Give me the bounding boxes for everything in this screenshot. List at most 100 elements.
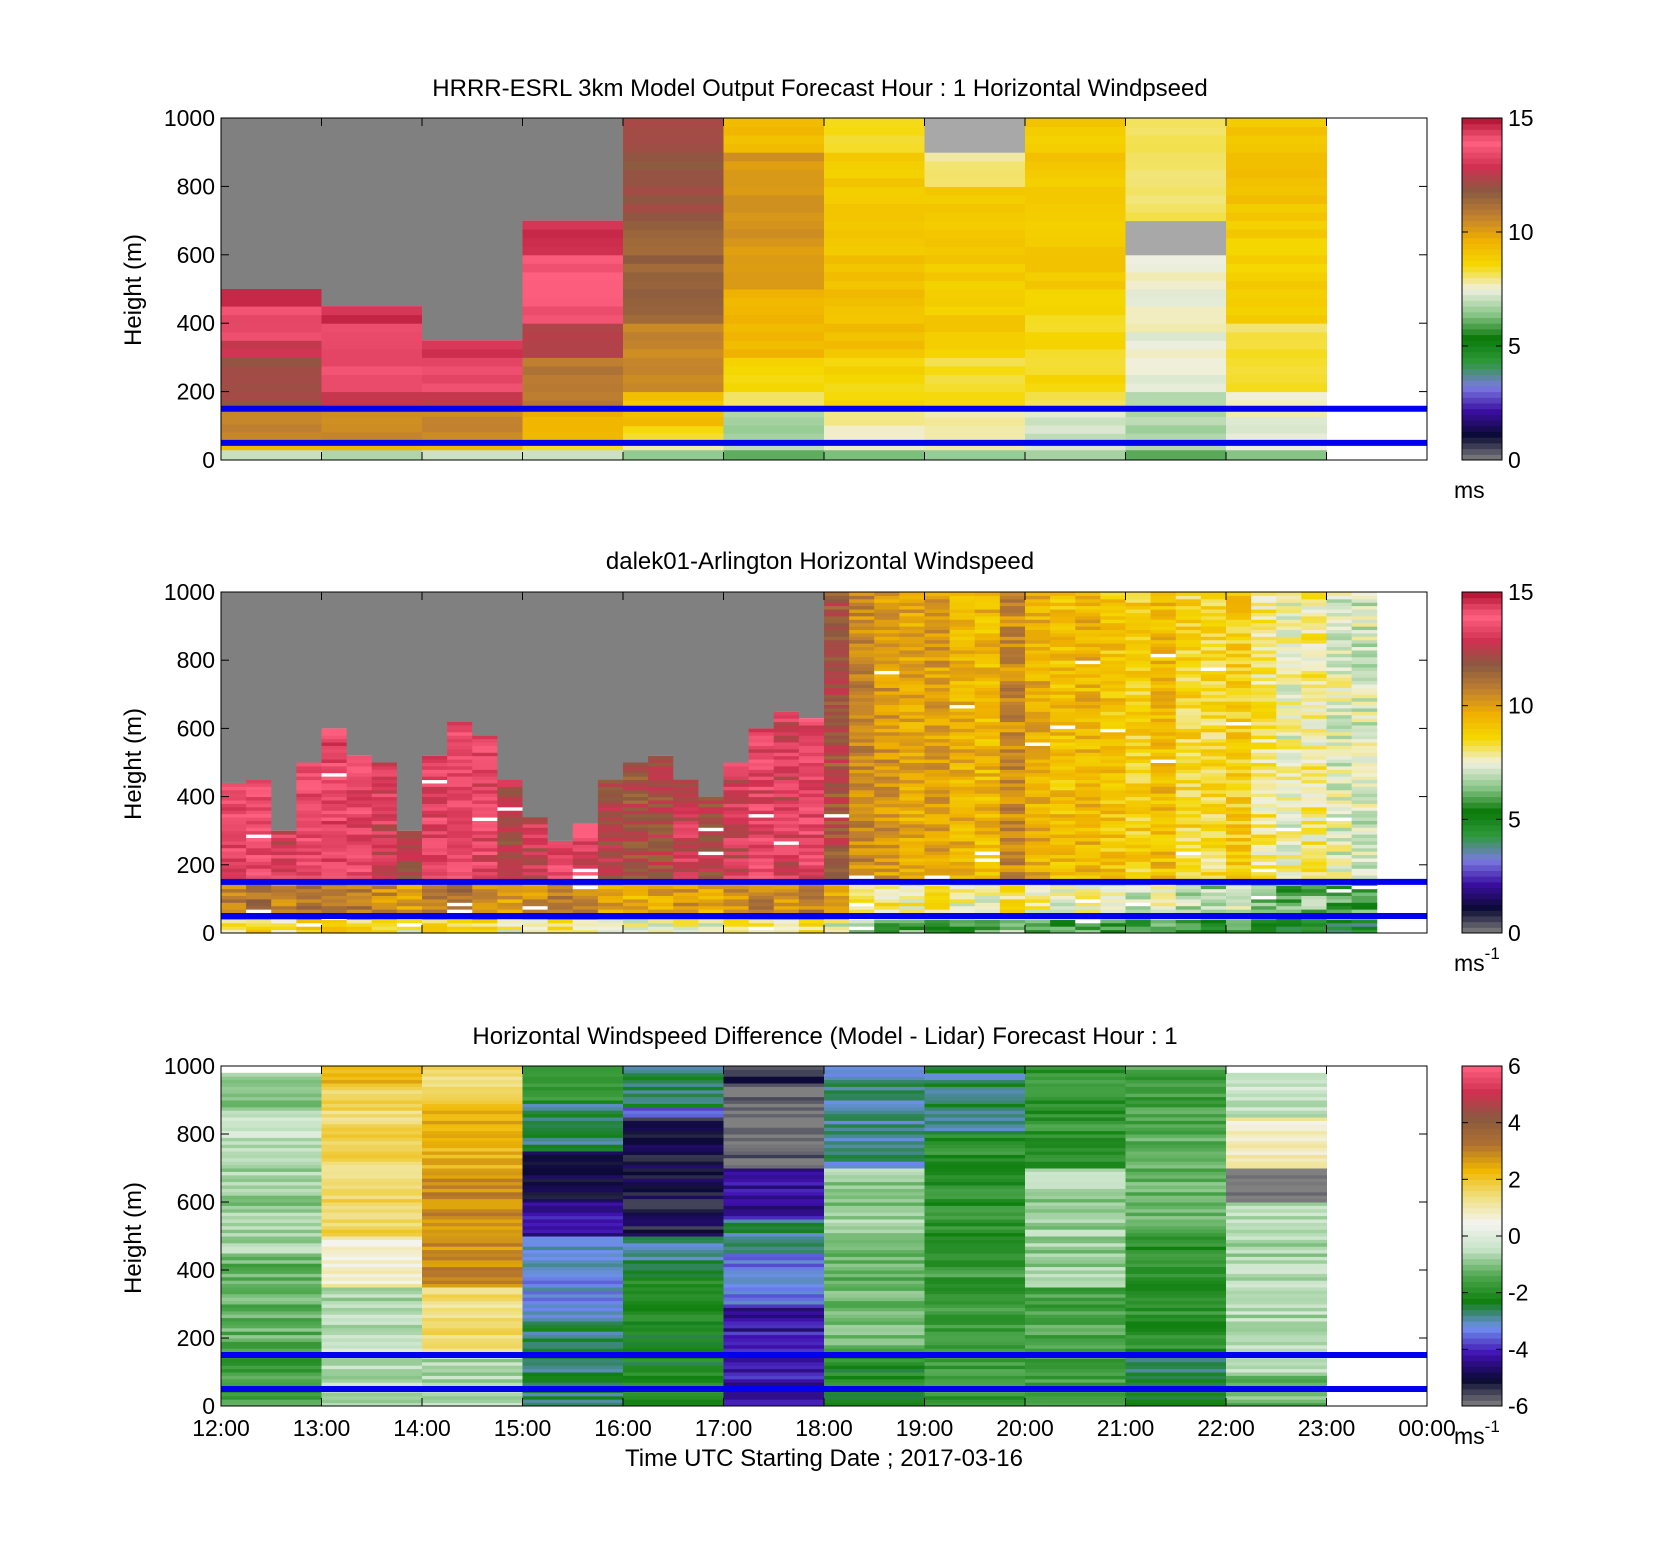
heatmap-cell <box>522 1157 624 1162</box>
heatmap-cell <box>497 892 523 896</box>
heatmap-cell <box>1100 847 1126 852</box>
heatmap-cell <box>221 857 247 862</box>
heatmap-cell <box>974 888 1001 893</box>
heatmap-cell <box>221 1253 322 1257</box>
heatmap-cell <box>522 885 549 890</box>
heatmap-cell <box>924 1368 1026 1373</box>
heatmap-cell <box>1226 745 1252 750</box>
heatmap-cell <box>798 844 825 849</box>
heatmap-cell <box>1301 667 1327 671</box>
heatmap-cell <box>422 1205 523 1210</box>
heatmap-cell <box>396 871 423 876</box>
heatmap-cell <box>1050 677 1076 682</box>
heatmap-cell <box>1125 1276 1227 1281</box>
heatmap-cell <box>1075 806 1101 811</box>
heatmap-cell <box>949 789 976 794</box>
heatmap-cell <box>522 1147 624 1152</box>
heatmap-cell <box>597 888 624 893</box>
heatmap-cell <box>1075 830 1101 835</box>
heatmap-cell <box>623 1171 724 1176</box>
heatmap-cell <box>221 449 322 461</box>
heatmap-cell <box>723 929 750 934</box>
heatmap-cell <box>1125 357 1227 367</box>
heatmap-cell <box>1025 365 1126 375</box>
heatmap-cell <box>798 861 825 866</box>
heatmap-cell <box>1226 449 1327 461</box>
heatmap-cell <box>1150 885 1177 890</box>
heatmap-cell <box>1200 649 1227 654</box>
heatmap-cell <box>1025 289 1126 299</box>
heatmap-cell <box>447 868 473 873</box>
heatmap-cell <box>371 776 398 781</box>
heatmap-cell <box>673 800 699 804</box>
heatmap-cell <box>1050 861 1076 866</box>
heatmap-cell <box>748 793 775 798</box>
heatmap-cell <box>1125 1134 1227 1138</box>
heatmap-cell <box>422 1358 523 1363</box>
y-tick-label: 800 <box>177 647 215 673</box>
heatmap-cell <box>1025 1365 1126 1370</box>
heatmap-cell <box>1326 905 1353 910</box>
heatmap-cell <box>1276 660 1302 665</box>
heatmap-cell <box>623 909 649 914</box>
heatmap-cell <box>1326 612 1353 617</box>
heatmap-cell <box>246 844 272 849</box>
heatmap-cell <box>999 902 1026 907</box>
heatmap-cell <box>874 759 900 763</box>
heatmap-cell <box>522 449 624 461</box>
heatmap-cell <box>221 1151 322 1155</box>
heatmap-cell <box>824 1219 925 1223</box>
heatmap-cell <box>1326 714 1353 719</box>
heatmap-cell <box>346 868 373 873</box>
heatmap-cell <box>849 779 875 784</box>
heatmap-cell <box>1251 602 1277 607</box>
heatmap-cell <box>623 1191 724 1196</box>
heatmap-cell <box>321 1117 423 1121</box>
heatmap-cell <box>1150 663 1177 668</box>
heatmap-cell <box>648 779 674 784</box>
heatmap-cell <box>648 871 674 876</box>
heatmap-cell <box>723 776 750 781</box>
heatmap-cell <box>1025 636 1051 641</box>
heatmap-cell <box>974 864 1001 869</box>
heatmap-cell <box>748 844 775 849</box>
heatmap-cell <box>824 331 925 341</box>
heatmap-cell <box>422 1287 523 1291</box>
heatmap-cell <box>371 929 398 934</box>
heatmap-cell <box>597 827 624 832</box>
heatmap-cell <box>798 817 825 821</box>
heatmap-cell <box>824 237 925 247</box>
heatmap-cell <box>723 1280 825 1285</box>
heatmap-cell <box>1125 827 1152 832</box>
heatmap-cell <box>1025 1212 1126 1217</box>
heatmap-cell <box>1175 595 1202 600</box>
heatmap-cell <box>949 902 976 907</box>
heatmap-cell <box>1175 830 1202 835</box>
heatmap-cell <box>1025 1185 1126 1189</box>
heatmap-cell <box>346 857 373 862</box>
heatmap-cell <box>723 1392 825 1397</box>
heatmap-cell <box>346 755 373 760</box>
heatmap-cell <box>623 1321 724 1325</box>
heatmap-cell <box>1150 857 1177 862</box>
heatmap-cell <box>1075 677 1101 682</box>
heatmap-cell <box>422 892 448 896</box>
heatmap-cell <box>422 847 448 852</box>
heatmap-cell <box>1125 1100 1227 1104</box>
heatmap-cell <box>949 649 976 654</box>
heatmap-cell <box>597 782 624 787</box>
heatmap-cell <box>1150 609 1177 613</box>
heatmap-cell <box>1025 1103 1126 1108</box>
heatmap-cell <box>1200 711 1227 716</box>
heatmap-cell <box>824 1259 925 1264</box>
heatmap-cell <box>824 1239 925 1244</box>
heatmap-cell <box>824 592 850 596</box>
heatmap-cell <box>422 1069 523 1074</box>
heatmap-cell <box>824 357 925 367</box>
heatmap-cell <box>321 408 423 417</box>
heatmap-cell <box>296 834 322 839</box>
heatmap-cell <box>1351 714 1378 719</box>
heatmap-cell <box>522 926 549 931</box>
heatmap-cell <box>1276 762 1302 767</box>
heatmap-cell <box>1050 905 1076 910</box>
